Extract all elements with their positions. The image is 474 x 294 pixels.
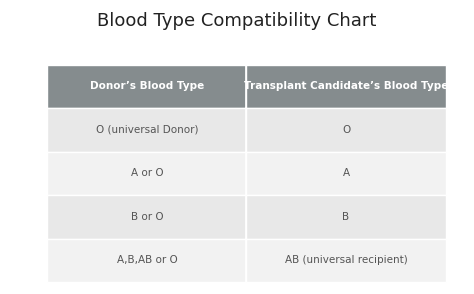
FancyBboxPatch shape — [47, 152, 246, 195]
Text: Donor’s Blood Type: Donor’s Blood Type — [90, 81, 204, 91]
Text: Blood Type Compatibility Chart: Blood Type Compatibility Chart — [97, 11, 377, 30]
FancyBboxPatch shape — [246, 195, 446, 239]
Text: O: O — [342, 125, 350, 135]
FancyBboxPatch shape — [47, 195, 246, 239]
FancyBboxPatch shape — [47, 108, 246, 152]
Text: A,B,AB or O: A,B,AB or O — [117, 255, 177, 265]
Text: B: B — [342, 212, 350, 222]
Text: AB (universal recipient): AB (universal recipient) — [285, 255, 407, 265]
FancyBboxPatch shape — [47, 239, 246, 282]
Text: A: A — [342, 168, 350, 178]
Text: O (universal Donor): O (universal Donor) — [96, 125, 198, 135]
FancyBboxPatch shape — [246, 65, 446, 108]
FancyBboxPatch shape — [246, 152, 446, 195]
FancyBboxPatch shape — [246, 239, 446, 282]
FancyBboxPatch shape — [246, 108, 446, 152]
Text: Transplant Candidate’s Blood Type: Transplant Candidate’s Blood Type — [244, 81, 448, 91]
FancyBboxPatch shape — [47, 65, 246, 108]
Text: A or O: A or O — [131, 168, 163, 178]
Text: B or O: B or O — [131, 212, 163, 222]
